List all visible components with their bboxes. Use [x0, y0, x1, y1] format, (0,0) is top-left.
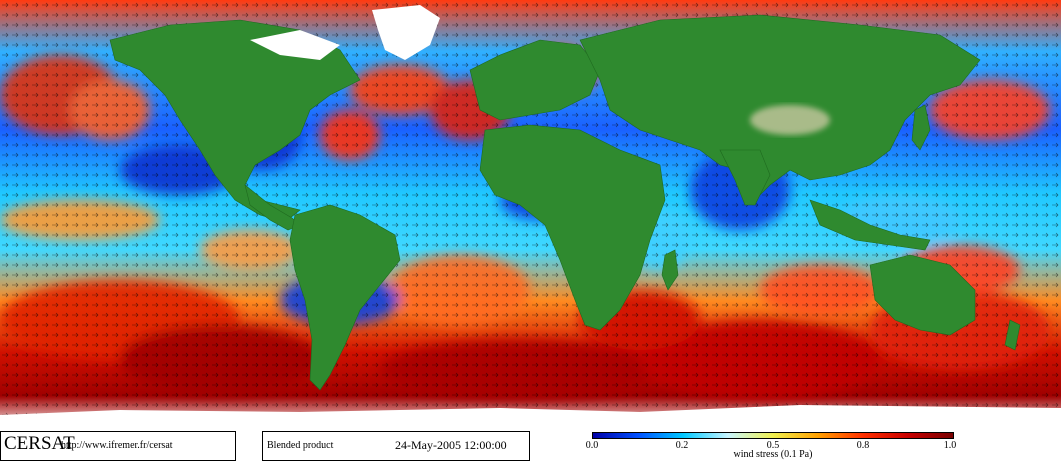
southeast-asia-islands	[809, 199, 931, 251]
africa	[479, 124, 666, 331]
scale-title: wind stress (0.1 Pa)	[733, 449, 813, 460]
japan	[911, 104, 931, 151]
source-url[interactable]: http://www.ifremer.fr/cersat	[61, 440, 173, 451]
india	[719, 149, 771, 206]
brand-name: CERSAT	[4, 433, 75, 454]
product-box: Blended product 24-May-2005 12:00:00	[262, 431, 530, 461]
new-zealand	[1004, 319, 1021, 351]
product-label: Blended product	[267, 440, 334, 451]
scale-tick-4: 1.0	[943, 440, 957, 451]
world-wind-stress-map	[0, 0, 1061, 430]
antarctica-ice	[0, 405, 1061, 430]
figure-footer: CERSAT http://www.ifremer.fr/cersat Blen…	[0, 430, 1061, 462]
date-label: 24-May-2005 12:00:00	[395, 438, 507, 452]
colorbar	[592, 432, 954, 439]
scale-tick-0: 0.0	[585, 440, 599, 451]
greenland	[372, 5, 440, 60]
scale-tick-2: 0.5	[766, 440, 780, 451]
south-america	[289, 204, 401, 391]
arctic-ice	[250, 30, 340, 60]
color-scale: 0.0 0.2 0.5 0.8 1.0 wind stress (0.1 Pa)	[585, 430, 960, 462]
europe	[469, 39, 601, 121]
australia	[869, 254, 976, 336]
scale-tick-1: 0.2	[675, 440, 689, 451]
tibetan-plateau	[750, 105, 830, 135]
scale-tick-3: 0.8	[856, 440, 870, 451]
madagascar	[661, 249, 679, 291]
brand-box: CERSAT http://www.ifremer.fr/cersat	[0, 431, 236, 461]
